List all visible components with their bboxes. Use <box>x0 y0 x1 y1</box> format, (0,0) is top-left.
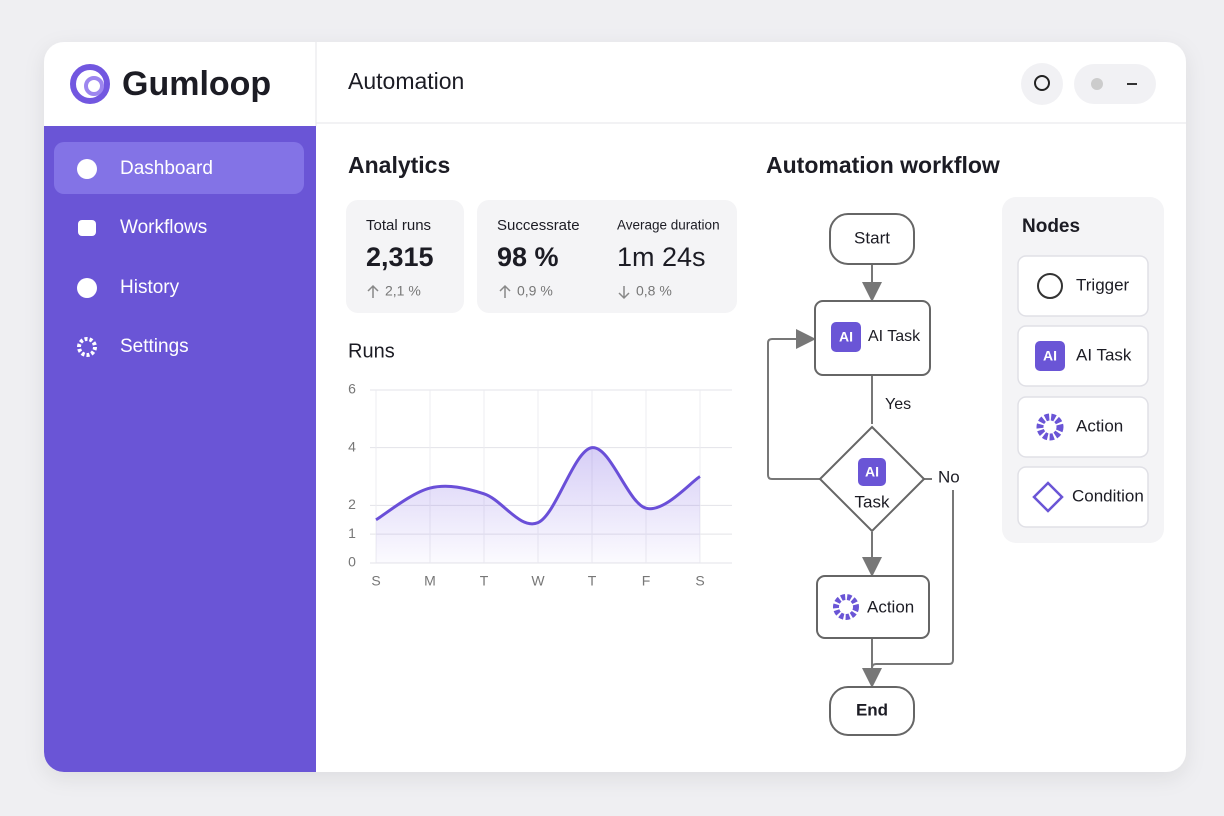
node[interactable] <box>814 300 931 376</box>
node[interactable] <box>829 213 915 265</box>
stat-change: 2,1 % <box>385 283 421 299</box>
edge <box>767 329 820 480</box>
ai-badge <box>1035 341 1065 371</box>
x-tick-label: S <box>371 573 380 589</box>
stat-value: 98 % <box>497 242 559 272</box>
trigger-icon <box>1037 273 1063 299</box>
nav-item[interactable]: Workflows <box>120 217 207 238</box>
stat-card <box>477 200 737 313</box>
y-tick-label: 2 <box>348 496 356 512</box>
stat-card <box>346 200 464 313</box>
condition-icon <box>1032 481 1064 513</box>
y-tick-label: 4 <box>348 438 356 454</box>
nav-icon <box>77 278 97 298</box>
edge-label: No <box>938 467 960 486</box>
line <box>375 446 701 526</box>
section-title: Automation workflow <box>766 152 1000 178</box>
arrow-up <box>499 284 511 298</box>
x-tick-label: T <box>480 573 489 589</box>
palette-label: Trigger <box>1076 275 1130 294</box>
node-label: Task <box>855 492 890 511</box>
stat-change: 0,8 % <box>636 283 672 299</box>
ai-badge <box>858 458 886 486</box>
badge-label: AI <box>1043 348 1057 364</box>
stat-value: 2,315 <box>366 242 434 272</box>
x-tick-label: M <box>424 573 436 589</box>
palette-label: Action <box>1076 416 1123 435</box>
node-label: Action <box>867 597 914 616</box>
badge-label: AI <box>865 464 879 480</box>
ai-badge <box>831 322 861 352</box>
stat-change: 0,9 % <box>517 283 553 299</box>
nav-active[interactable] <box>54 142 304 194</box>
x-tick-label: S <box>695 573 704 589</box>
gear-icon <box>833 594 859 620</box>
avatar <box>1091 78 1103 90</box>
logo <box>84 76 104 96</box>
nav-icon <box>78 220 96 236</box>
y-tick-label: 0 <box>348 554 356 570</box>
gear-icon <box>1036 413 1064 441</box>
stat-label: Successrate <box>497 217 580 234</box>
panel-title: Nodes <box>1022 216 1080 237</box>
nav-item[interactable]: History <box>120 277 180 298</box>
search-button[interactable] <box>1021 63 1063 105</box>
x-tick-label: T <box>588 573 597 589</box>
y-tick-label: 6 <box>348 381 356 397</box>
node-label: AI Task <box>868 328 921 345</box>
node-label: Start <box>854 228 890 247</box>
search-icon <box>1034 75 1050 91</box>
runs-chart: 0 1 2 4 6 S M T W T F S <box>348 381 732 589</box>
nav-icon <box>77 159 97 179</box>
x-tick-label: W <box>531 573 545 589</box>
arrow-down <box>618 286 630 300</box>
palette-label: AI Task <box>1076 345 1132 364</box>
edge-label: Yes <box>885 396 911 413</box>
user-menu[interactable] <box>1074 64 1156 104</box>
palette-label: Condition <box>1072 486 1144 505</box>
logo <box>70 64 110 104</box>
node-label: End <box>856 700 888 719</box>
chart-title: Runs <box>348 340 395 362</box>
brand: Gumloop <box>122 65 271 103</box>
y-tick-label: 1 <box>348 525 356 541</box>
nav-item[interactable]: Dashboard <box>120 158 213 179</box>
palette-item[interactable] <box>1017 466 1149 528</box>
nav-icon <box>77 337 97 357</box>
stat-label: Total runs <box>366 217 431 234</box>
section-title: Analytics <box>348 152 450 178</box>
x-tick-label: F <box>642 573 651 589</box>
node[interactable] <box>829 686 915 736</box>
stat-value: 1m 24s <box>617 242 706 272</box>
page-title: Automation <box>348 68 464 94</box>
palette-item[interactable] <box>1017 255 1149 317</box>
node[interactable] <box>816 575 930 639</box>
stat-label: Average duration <box>617 218 720 233</box>
arrow-up <box>367 284 379 298</box>
nav-item[interactable]: Settings <box>120 336 189 357</box>
palette-item[interactable] <box>1017 396 1149 458</box>
badge-label: AI <box>839 329 853 345</box>
